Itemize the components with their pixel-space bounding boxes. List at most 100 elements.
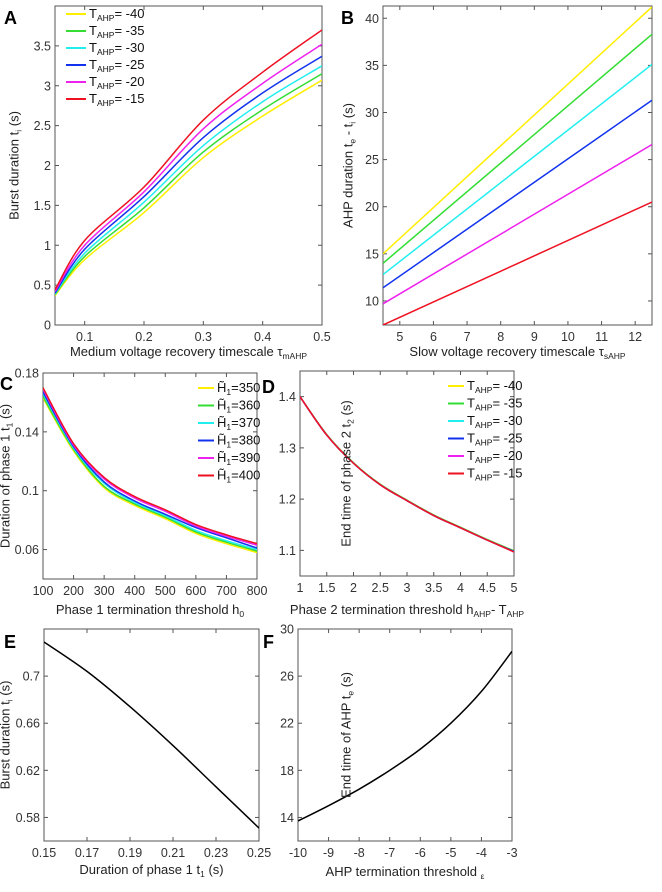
x-tick-label: 0.15 (32, 846, 56, 860)
subscript: 1 (200, 869, 205, 879)
y-axis-label: End time of AHP te (s) (339, 672, 356, 798)
subscript: e (348, 139, 358, 144)
x-tick-label: 0.3 (195, 330, 212, 344)
x-tick-label: 10 (561, 330, 575, 344)
x-tick-label: 7 (464, 330, 471, 344)
legend-entry: TAHP= -25 (89, 57, 144, 74)
text-segment: =400 (231, 468, 260, 483)
y-axis-label: Burst duration ti (s) (0, 681, 15, 790)
plot-area (297, 628, 513, 842)
series-line-1 (43, 397, 257, 554)
text-segment: =390 (231, 450, 260, 465)
text-segment: (s) (341, 103, 356, 122)
subscript: 1 (5, 422, 15, 427)
panel-letter: E (4, 632, 16, 652)
text-segment: (s) (205, 862, 224, 877)
x-tick-label: 1.5 (318, 581, 335, 595)
text-segment: H̃ (217, 397, 226, 412)
subscript: AHP (97, 13, 115, 23)
series-line-1 (44, 641, 259, 829)
text-segment: =350 (231, 380, 260, 395)
x-tick-label: 300 (94, 584, 115, 598)
x-axis-label: Slow voltage recovery timescale τsAHP (409, 344, 625, 361)
series-line-2 (55, 73, 322, 296)
subscript: i (14, 130, 24, 132)
text-segment: T (89, 74, 97, 89)
series-line-6 (55, 29, 322, 291)
y-tick-label: 0.1 (22, 484, 39, 498)
y-tick-label: 1.5 (34, 199, 51, 213)
y-tick-label: 40 (365, 12, 379, 26)
legend-entry: H̃1=350 (217, 380, 260, 397)
plot-area (299, 370, 515, 577)
subscript: AHP (475, 403, 493, 413)
subscript: 1 (226, 440, 231, 450)
x-tick-label: -10 (289, 846, 307, 860)
x-tick-label: -8 (354, 846, 365, 860)
panel-f: -10 -9 -8 -7 -6 -5 -4 -3 14 18 22 26 30 AHP terminati… (263, 623, 518, 882)
plot-area (382, 5, 653, 326)
x-tick-label: 400 (124, 584, 145, 598)
x-axis-label: AHP termination threshold ε (326, 864, 485, 881)
legend-entry: TAHP= -15 (89, 91, 144, 108)
series-line-2 (43, 396, 257, 552)
subscript: 1 (226, 405, 231, 415)
legend-entry: TAHP= -35 (89, 23, 144, 40)
text-segment: H̃ (217, 432, 226, 447)
series-line-1 (383, 6, 652, 255)
text-segment: (s) (0, 681, 13, 700)
text-segment: (s) (7, 111, 22, 130)
text-segment: = -40 (492, 378, 522, 393)
legend-entry: TAHP= -30 (89, 40, 144, 57)
text-segment: End time of phase 2 t (339, 423, 354, 546)
panel-e: 0.15 0.17 0.19 0.21 0.23 0.25 0.58 0.62 0.66 0.7 D… (0, 628, 271, 879)
subscript: 1 (226, 387, 231, 397)
text-segment: T (467, 431, 475, 446)
y-tick-label: 0.7 (23, 670, 40, 684)
x-tick-label: -9 (323, 846, 334, 860)
y-tick-label: 0.58 (16, 811, 40, 825)
text-segment: (s) (339, 400, 354, 419)
text-segment: Phase 1 termination threshold h (56, 602, 240, 617)
y-tick-label: 25 (365, 153, 379, 167)
text-segment: AHP termination threshold (326, 864, 481, 879)
text-segment: Duration of phase 1 t (0, 427, 13, 548)
x-tick-label: 4.5 (479, 581, 496, 595)
y-tick-label: 0.5 (34, 279, 51, 293)
subscript: e (346, 691, 356, 696)
x-tick-label: 0.4 (254, 330, 271, 344)
subscript: AHP (97, 81, 115, 91)
x-tick-label: 100 (33, 584, 54, 598)
x-tick-label: 4 (457, 581, 464, 595)
x-tick-label: 600 (185, 584, 206, 598)
legend-entry: TAHP= -15 (467, 466, 522, 483)
x-axis-label: Duration of phase 1 t1 (s) (79, 862, 223, 879)
x-tick-label: -4 (476, 846, 487, 860)
y-tick-label: 0 (44, 319, 51, 333)
series-line-6 (43, 387, 257, 545)
subscript: AHP (97, 30, 115, 40)
x-tick-label: -5 (445, 846, 456, 860)
text-segment: = -35 (114, 23, 144, 38)
text-segment: End time of AHP t (339, 695, 354, 798)
text-segment: = -25 (492, 431, 522, 446)
text-segment: T (467, 378, 475, 393)
text-segment: (s) (339, 672, 354, 691)
text-segment: = -30 (114, 40, 144, 55)
x-tick-label: 800 (247, 584, 268, 598)
subscript: ε (481, 871, 485, 881)
text-segment: T (467, 413, 475, 428)
x-tick-label: 0.2 (135, 330, 152, 344)
legend-entry: H̃1=360 (217, 397, 260, 414)
subscript: AHP (475, 473, 493, 483)
series-line-3 (55, 65, 322, 295)
subscript: mAHP (282, 351, 307, 361)
y-tick-label: 1.3 (279, 441, 296, 455)
text-segment: Burst duration t (0, 701, 13, 790)
x-tick-label: -6 (415, 846, 426, 860)
subscript: 1 (226, 457, 231, 467)
y-tick-label: 14 (280, 811, 294, 825)
y-tick-label: 20 (365, 200, 379, 214)
legend-entry: H̃1=400 (217, 467, 260, 484)
